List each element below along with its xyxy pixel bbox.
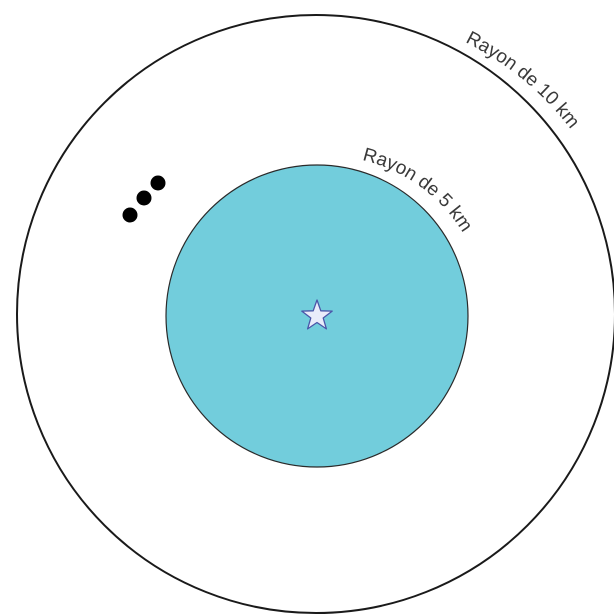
dots-group: [122, 175, 166, 223]
star-icon: [301, 299, 333, 330]
dot-marker: [136, 190, 152, 206]
dot-marker: [150, 175, 166, 191]
dot-marker: [122, 207, 138, 223]
